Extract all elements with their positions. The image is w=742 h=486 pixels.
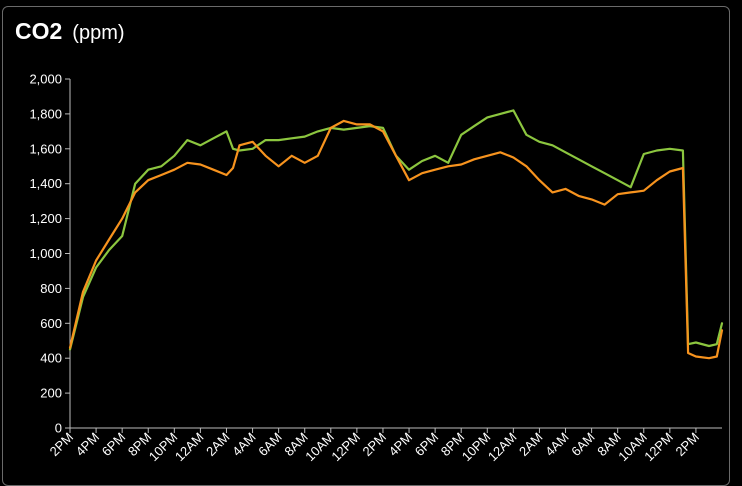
x-tick-label: 10PM bbox=[459, 430, 494, 465]
chart-title: CO2 (ppm) bbox=[15, 18, 125, 45]
y-tick-label: 2,000 bbox=[29, 72, 62, 87]
x-tick-label: 2AM bbox=[516, 430, 546, 460]
y-tick-label: 1,000 bbox=[29, 246, 62, 261]
x-axis-ticks: 2PM4PM6PM8PM10PM12AM2AM4AM6AM8AM10AM12PM… bbox=[47, 428, 702, 464]
x-tick-label: 4PM bbox=[73, 430, 103, 460]
x-tick-label: 12AM bbox=[172, 430, 207, 465]
x-tick-label: 12PM bbox=[641, 430, 676, 465]
y-tick-label: 0 bbox=[55, 421, 62, 436]
x-tick-label: 2PM bbox=[47, 430, 77, 460]
y-tick-label: 1,400 bbox=[29, 176, 62, 191]
y-tick-label: 200 bbox=[40, 386, 62, 401]
x-tick-label: 2PM bbox=[360, 430, 390, 460]
y-tick-label: 800 bbox=[40, 281, 62, 296]
axes bbox=[69, 79, 722, 429]
x-tick-label: 10AM bbox=[615, 430, 650, 465]
chart-unit-text: (ppm) bbox=[72, 22, 125, 44]
y-tick-label: 600 bbox=[40, 316, 62, 331]
x-tick-label: 4PM bbox=[386, 430, 416, 460]
series-line-2 bbox=[68, 119, 724, 360]
y-tick-label: 1,200 bbox=[29, 211, 62, 226]
y-tick-label: 400 bbox=[40, 351, 62, 366]
x-tick-label: 6PM bbox=[412, 430, 442, 460]
series-line-1 bbox=[68, 109, 724, 351]
x-tick-label: 10AM bbox=[302, 430, 337, 465]
chart-title-text: CO2 bbox=[15, 18, 63, 44]
y-tick-label: 1,800 bbox=[29, 106, 62, 121]
x-tick-label: 10PM bbox=[146, 430, 181, 465]
x-tick-label: 6AM bbox=[568, 430, 598, 460]
x-tick-label: 4AM bbox=[542, 430, 572, 460]
series-lines bbox=[68, 109, 724, 360]
chart-panel bbox=[2, 6, 730, 486]
x-tick-label: 6AM bbox=[255, 430, 285, 460]
y-tick-label: 1,600 bbox=[29, 141, 62, 156]
x-tick-label: 6PM bbox=[99, 430, 129, 460]
x-tick-label: 12PM bbox=[328, 430, 363, 465]
x-tick-label: 2PM bbox=[673, 430, 703, 460]
x-tick-label: 4AM bbox=[229, 430, 259, 460]
y-axis-ticks: 0 200 400 600 800 1,000 1,200 1,400 1,600 1,800 2,… bbox=[29, 72, 70, 436]
x-tick-label: 2AM bbox=[203, 430, 233, 460]
x-tick-label: 12AM bbox=[485, 430, 520, 465]
